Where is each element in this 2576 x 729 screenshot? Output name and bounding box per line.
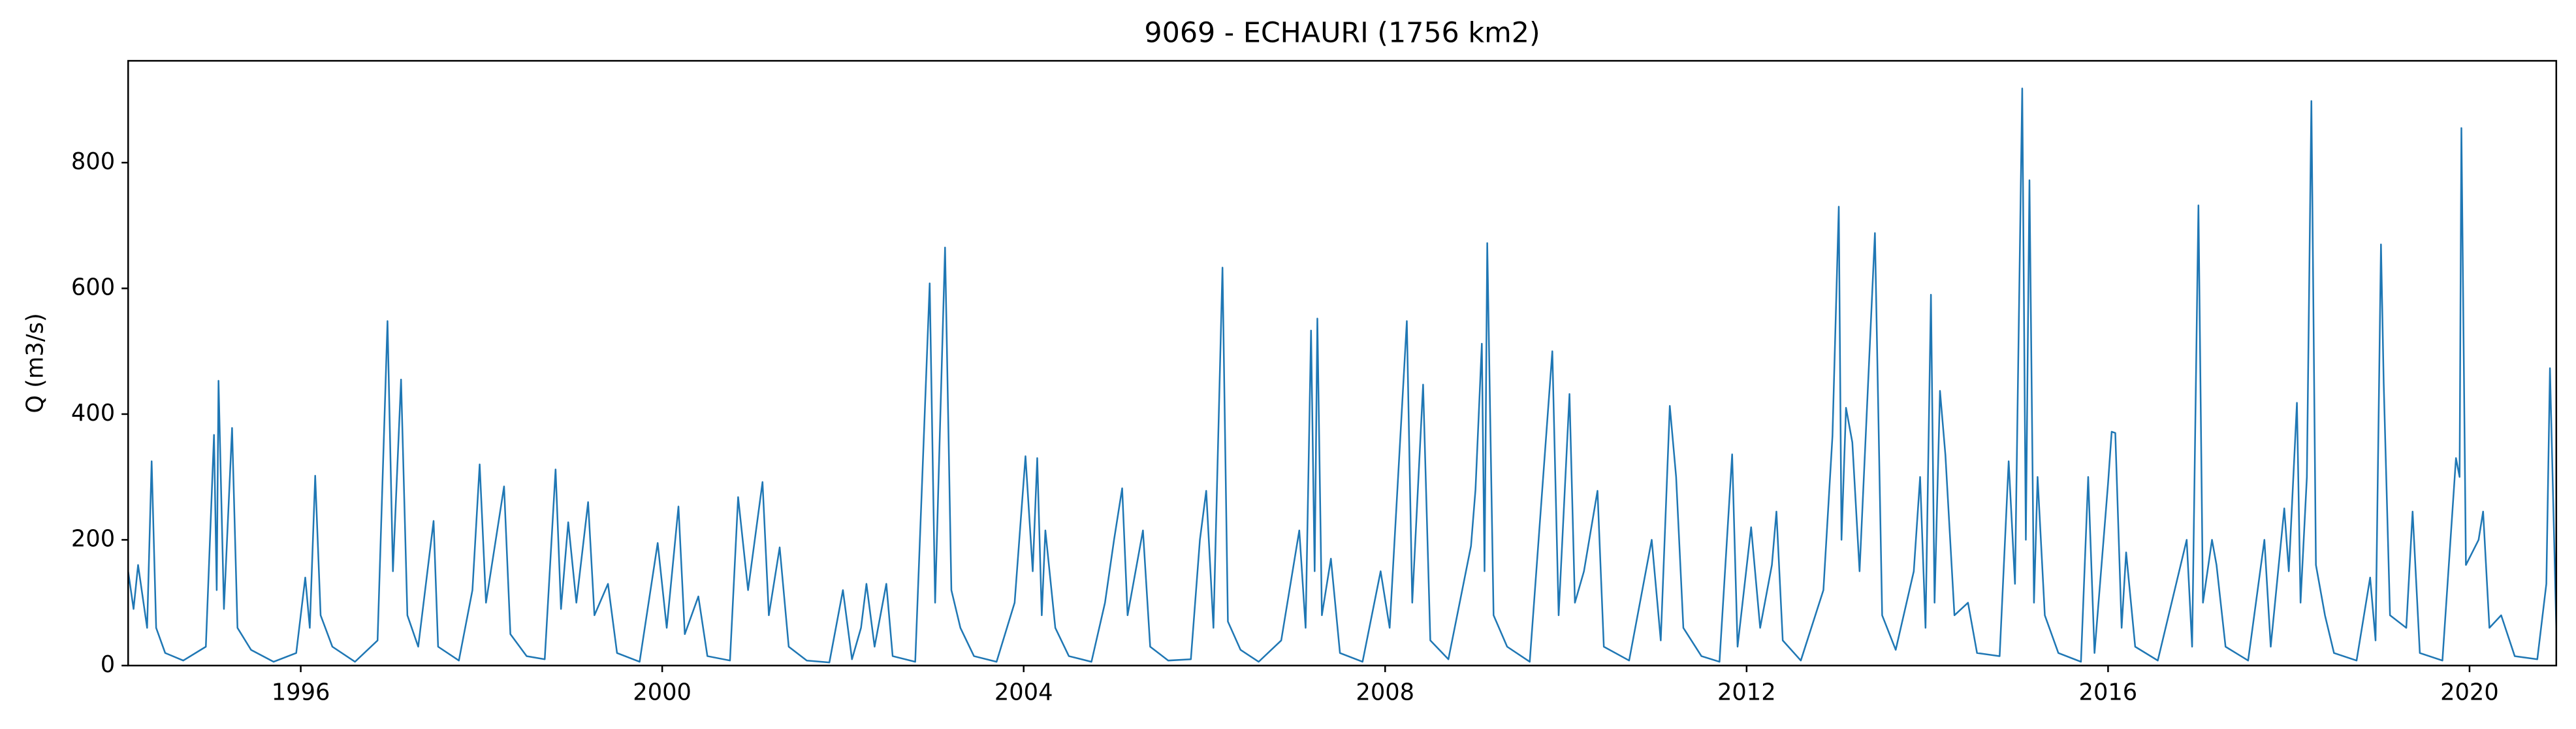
x-tick-label: 2016	[2079, 679, 2138, 706]
plot-area	[128, 88, 2556, 664]
y-axis-label: Q (m3/s)	[22, 313, 48, 413]
y-tick-label: 800	[71, 148, 115, 175]
x-tick-label: 2020	[2440, 679, 2499, 706]
data-line	[128, 88, 2556, 664]
x-tick-label: 2004	[994, 679, 1053, 706]
x-tick-label: 2000	[633, 679, 692, 706]
y-tick-label: 200	[71, 525, 115, 552]
x-tick-label: 2012	[1717, 679, 1776, 706]
x-tick-label: 1996	[272, 679, 330, 706]
y-tick-label: 0	[101, 651, 115, 678]
chart-title: 9069 - ECHAURI (1756 km2)	[1144, 16, 1540, 49]
plot-frame	[127, 59, 2558, 667]
x-tick-label: 2008	[1356, 679, 1414, 706]
y-tick-label: 400	[71, 400, 115, 427]
y-tick-label: 600	[71, 274, 115, 300]
